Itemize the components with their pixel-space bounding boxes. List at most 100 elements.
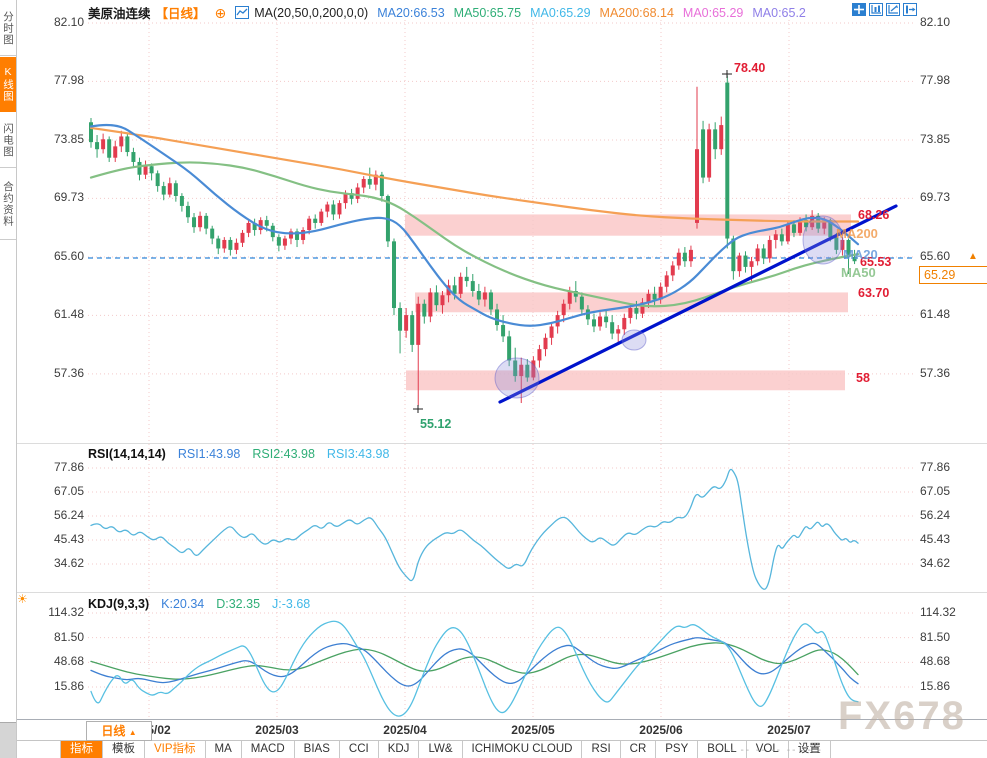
main-axis-label-left: 57.36: [53, 365, 84, 380]
main-axis-label-left: 77.98: [53, 73, 84, 88]
candle-body: [628, 308, 633, 318]
annotation-ellipse: [802, 215, 844, 265]
scale-axis-icon[interactable]: [886, 3, 900, 16]
chart-header: 美原油连续 【日线】 ⊕ MA(20,50,0,200,0,0) MA20:66…: [88, 3, 806, 22]
candle-body: [676, 252, 681, 266]
candle-body: [622, 317, 627, 330]
sidebar-tab-3[interactable]: 闪电图: [0, 113, 16, 168]
xaxis-month-label: 2025/06: [639, 723, 683, 737]
candle-body: [107, 139, 112, 158]
pan-move-icon[interactable]: [852, 3, 866, 16]
sidebar: 分时图 K线图 闪电图 合约资料: [0, 0, 17, 758]
candle-body: [198, 215, 203, 228]
candle-body: [476, 291, 481, 300]
candle-body: [743, 255, 748, 267]
sidebar-tab-2[interactable]: K线图: [0, 57, 16, 112]
rsi2-value: RSI2:43.98: [252, 447, 315, 461]
candle-body: [258, 220, 263, 231]
main-axis-label-left: 65.60: [53, 248, 84, 263]
candle-body: [749, 261, 754, 267]
toolbar-item-4[interactable]: MA: [205, 741, 242, 758]
candle-body: [131, 152, 136, 162]
candle-body: [616, 329, 621, 334]
candle-body: [185, 205, 190, 218]
panel-divider-main-rsi: [17, 443, 987, 444]
rsi-axis-label-right: 67.05: [920, 483, 951, 498]
candle-body: [295, 231, 300, 240]
candle-body: [652, 293, 657, 300]
candle-body: [416, 303, 421, 345]
candle-body: [688, 249, 693, 262]
candle-body: [767, 239, 772, 259]
candle-body: [216, 238, 221, 249]
kdj-axis-label-right: 81.50: [920, 629, 951, 644]
main-axis-label-left: 61.48: [53, 307, 84, 322]
toolbar-item-14[interactable]: BOLL: [698, 741, 747, 758]
main-axis-label-left: 69.73: [53, 190, 84, 205]
sidebar-tab-4[interactable]: 合约资料: [0, 169, 16, 240]
candle-body: [549, 326, 554, 338]
panel-settings-sun-icon[interactable]: ☀: [17, 592, 28, 606]
zone-band: [406, 370, 845, 391]
main-axis-label-left: 73.85: [53, 131, 84, 146]
candle-body: [701, 129, 706, 178]
candle-body: [173, 183, 178, 196]
candle-body: [537, 349, 542, 361]
main-axis-label-right: 65.60: [920, 248, 951, 263]
main-axis-label-right: 69.73: [920, 190, 951, 205]
candle-body: [785, 224, 790, 242]
rsi-axis-label-left: 34.62: [53, 555, 84, 570]
toolbar-item-9[interactable]: LW&: [419, 741, 463, 758]
candle-body: [125, 136, 130, 153]
collapse-panel-icon[interactable]: [903, 3, 917, 16]
candle-body: [719, 125, 724, 150]
candle-body: [773, 234, 778, 240]
rsi-axis-label-right: 45.43: [920, 531, 951, 546]
kdj-d-value: D:32.35: [216, 597, 261, 611]
toolbar-item-16[interactable]: 设置: [788, 741, 831, 758]
candle-body: [234, 242, 239, 250]
sidebar-bottom-box: [0, 722, 16, 758]
toolbar-item-11[interactable]: RSI: [582, 741, 621, 758]
period-selector[interactable]: 日线 ▲: [86, 721, 152, 741]
line-chart-icon[interactable]: [235, 6, 250, 19]
toolbar-item-15[interactable]: VOL: [746, 741, 789, 758]
toolbar-item-3[interactable]: VIP指标: [145, 741, 206, 758]
candle-body: [167, 183, 172, 195]
price-up-arrow-icon: ▲: [968, 251, 978, 262]
panel-divider-kdj-xaxis: [17, 719, 987, 720]
candle-body: [519, 364, 524, 377]
candle-body: [822, 220, 827, 229]
toolbar-item-2[interactable]: 模板: [103, 741, 145, 758]
toolbar-item-10[interactable]: ICHIMOKU CLOUD: [462, 741, 583, 758]
candle-body: [149, 166, 154, 174]
add-indicator-icon[interactable]: ⊕: [214, 4, 227, 21]
main-axis-label-right: 82.10: [920, 15, 951, 29]
annotation-ellipse: [494, 357, 540, 399]
toolbar-item-5[interactable]: MACD: [241, 741, 295, 758]
candle-body: [482, 292, 487, 300]
period-selector-arrow-icon: ▲: [128, 728, 137, 737]
toolbar-item-7[interactable]: CCI: [339, 741, 379, 758]
fx678-watermark: FX678: [838, 694, 966, 738]
toolbar-item-8[interactable]: KDJ: [378, 741, 420, 758]
fit-chart-icon[interactable]: [869, 3, 883, 16]
sidebar-tab-1[interactable]: 分时图: [0, 1, 16, 56]
toolbar-item-6[interactable]: BIAS: [294, 741, 340, 758]
candle-body: [640, 302, 645, 314]
toolbar-item-13[interactable]: PSY: [656, 741, 699, 758]
toolbar-item-12[interactable]: CR: [620, 741, 657, 758]
candle-body: [282, 238, 287, 246]
kdj-axis-label-left: 81.50: [53, 629, 84, 644]
ma20-line: [89, 123, 860, 327]
toolbar-item-1[interactable]: 指标: [60, 741, 103, 758]
candle-body: [846, 239, 851, 257]
chart-price-label: 58: [856, 371, 870, 385]
candle-body: [458, 276, 463, 294]
candle-body: [404, 315, 409, 331]
kdj-k-line: [90, 637, 859, 687]
xaxis-month-label: 2025/04: [383, 723, 427, 737]
candle-body: [252, 222, 257, 231]
candle-body: [664, 275, 669, 287]
